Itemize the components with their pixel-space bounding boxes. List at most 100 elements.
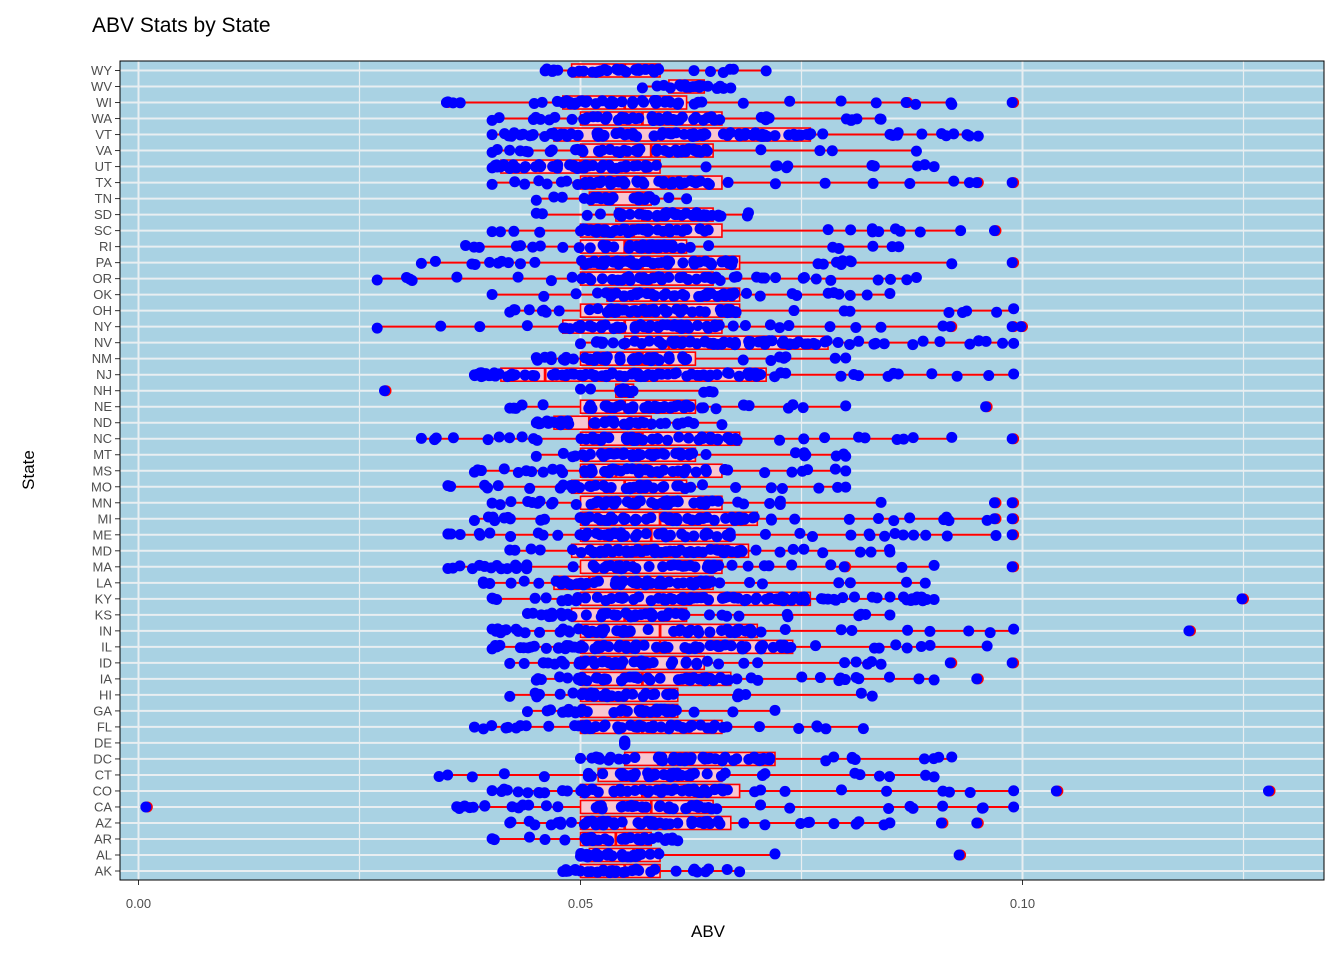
- jitter-points: [140, 63, 1276, 879]
- data-point-tx: [722, 176, 734, 188]
- data-point-tx: [619, 177, 631, 189]
- data-point-tx: [579, 176, 591, 188]
- data-point-ct: [672, 770, 684, 782]
- data-point-wy: [599, 64, 611, 76]
- data-point-il: [514, 642, 526, 654]
- data-point-dc: [698, 752, 710, 764]
- data-point-mo: [647, 482, 659, 494]
- data-point-tx: [1006, 177, 1018, 189]
- data-point-wy: [618, 65, 630, 77]
- data-point-ny: [521, 320, 533, 332]
- data-point-wy: [704, 65, 716, 77]
- data-point-pa: [576, 255, 588, 267]
- data-point-la: [756, 578, 768, 590]
- data-point-mo: [445, 480, 457, 492]
- data-point-me: [889, 527, 901, 539]
- data-point-pa: [502, 257, 514, 269]
- data-point-ga: [570, 707, 582, 719]
- data-point-or: [910, 271, 922, 283]
- data-point-or: [798, 272, 810, 284]
- data-point-mt: [700, 448, 712, 460]
- data-point-md: [664, 545, 676, 557]
- data-point-id: [587, 655, 599, 667]
- data-point-nm: [559, 354, 571, 366]
- data-point-ne: [669, 400, 681, 412]
- data-point-ak: [721, 863, 733, 875]
- data-point-az: [714, 818, 726, 830]
- data-point-ga: [614, 705, 626, 717]
- data-point-wa: [840, 113, 852, 125]
- data-point-vt: [503, 130, 515, 142]
- data-point-wa: [600, 112, 612, 124]
- data-point-wi: [784, 95, 796, 107]
- data-point-ri: [886, 241, 898, 253]
- data-point-in: [704, 626, 716, 638]
- data-point-mn: [547, 496, 559, 508]
- data-point-ne: [615, 399, 627, 411]
- data-point-nj: [722, 367, 734, 379]
- data-point-or: [663, 271, 675, 283]
- data-point-hi: [529, 687, 541, 699]
- data-point-al: [628, 849, 640, 861]
- data-point-ky: [798, 591, 810, 603]
- data-point-az: [935, 817, 947, 829]
- data-point-nc: [683, 432, 695, 444]
- data-point-tx: [533, 175, 545, 187]
- data-point-ia: [532, 673, 544, 685]
- data-point-ak: [620, 866, 632, 878]
- data-point-nv: [821, 335, 833, 347]
- data-point-va: [604, 143, 616, 155]
- data-point-nv: [964, 338, 976, 350]
- data-point-co: [644, 785, 656, 797]
- data-point-ri: [527, 241, 539, 253]
- data-point-nv: [575, 338, 586, 350]
- data-point-hi: [866, 690, 878, 702]
- data-point-nj: [750, 367, 762, 379]
- data-point-sc: [867, 226, 879, 238]
- data-point-va: [632, 146, 644, 158]
- data-point-ut: [912, 160, 924, 172]
- data-point-pa: [469, 258, 481, 270]
- data-point-me: [552, 529, 564, 541]
- data-point-ms: [640, 464, 652, 476]
- data-point-mt: [557, 447, 569, 459]
- data-point-pa: [817, 258, 829, 270]
- data-point-wi: [870, 97, 882, 109]
- data-point-va: [677, 144, 689, 156]
- data-point-nd: [604, 415, 616, 427]
- data-point-tn: [530, 194, 542, 206]
- data-point-nv: [997, 337, 1009, 349]
- data-point-nm: [643, 352, 655, 364]
- data-point-ma: [630, 562, 642, 574]
- data-point-nd: [716, 419, 728, 431]
- data-point-nj: [596, 370, 608, 382]
- data-point-ms: [802, 464, 814, 476]
- data-point-me: [454, 529, 466, 541]
- data-point-wa: [688, 113, 700, 125]
- data-point-in: [846, 625, 858, 637]
- data-point-ok: [822, 287, 834, 299]
- data-point-ia: [884, 671, 896, 683]
- data-point-me: [990, 529, 1002, 541]
- data-point-nc: [652, 433, 664, 445]
- data-point-tx: [688, 176, 700, 188]
- data-point-ca: [711, 803, 723, 815]
- data-point-ar: [559, 834, 571, 846]
- data-point-nj: [578, 369, 590, 381]
- data-point-ia: [693, 673, 705, 685]
- data-point-dc: [918, 753, 930, 765]
- data-point-ca: [513, 802, 525, 814]
- data-point-me: [864, 530, 876, 542]
- data-point-wy: [688, 65, 700, 77]
- data-point-me: [688, 530, 700, 542]
- data-point-ky: [667, 593, 679, 605]
- data-point-ri: [684, 241, 696, 253]
- data-point-ky: [1236, 593, 1248, 605]
- data-point-ok: [632, 287, 644, 299]
- data-point-mo: [481, 482, 493, 494]
- data-point-nv: [654, 336, 666, 348]
- data-point-nd: [688, 417, 700, 429]
- data-point-id: [701, 655, 713, 667]
- data-point-md: [798, 543, 810, 555]
- y-tick-label-mn: MN: [92, 495, 112, 510]
